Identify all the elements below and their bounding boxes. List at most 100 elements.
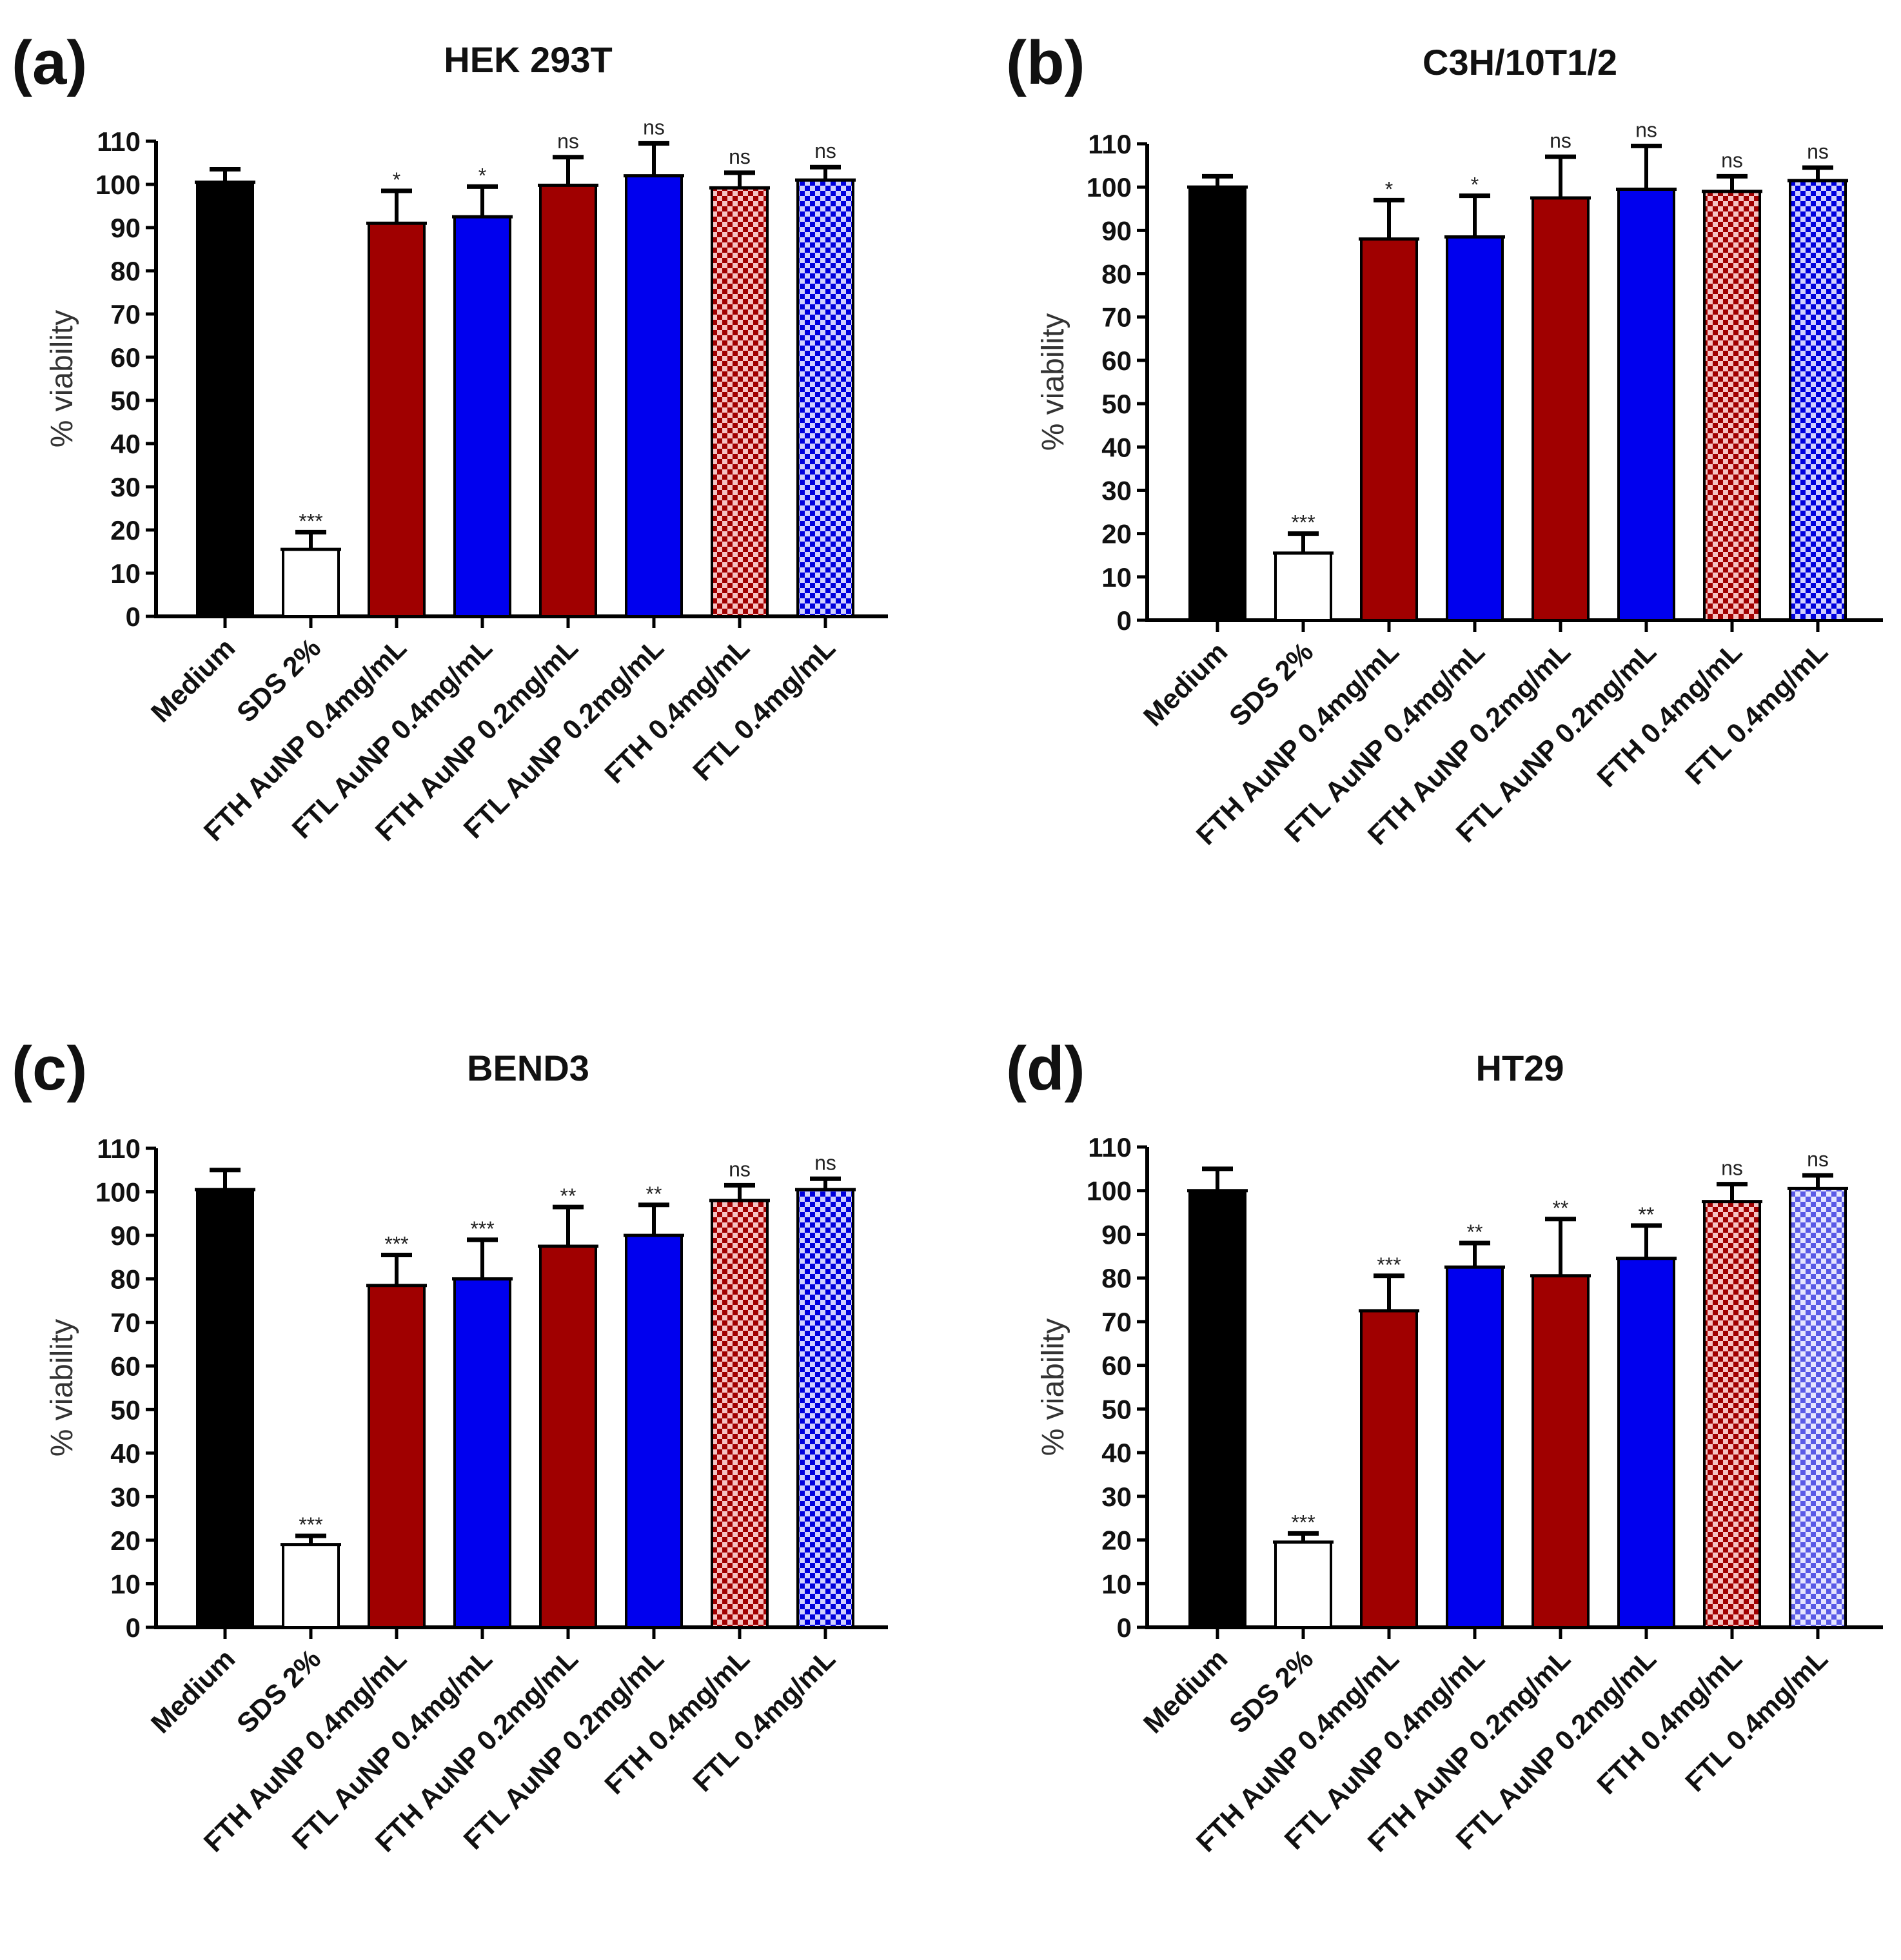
y-tick-label: 60	[1101, 346, 1132, 376]
y-tick-label: 0	[126, 602, 141, 632]
y-tick-label: 20	[110, 1525, 141, 1556]
panel-label: (d)	[1006, 1034, 1085, 1103]
y-tick-label: 30	[110, 1482, 141, 1512]
bar	[1532, 1274, 1590, 1629]
bar	[1789, 1187, 1847, 1629]
x-category-label: Medium	[1138, 636, 1234, 732]
chart-title: HEK 293T	[444, 39, 612, 80]
bar	[1188, 186, 1246, 622]
bar	[1617, 1257, 1675, 1629]
y-tick-label: 40	[1101, 432, 1132, 462]
bar	[625, 174, 683, 618]
significance-label: **	[560, 1184, 576, 1208]
significance-label: *	[1471, 173, 1479, 197]
y-axis-label: % viability	[1036, 313, 1070, 451]
y-tick-label: 20	[1101, 519, 1132, 549]
y-axis-label: % viability	[1036, 1318, 1070, 1456]
bar	[282, 1543, 340, 1629]
x-category-label: FTH 0.4mg/mL	[599, 632, 756, 789]
significance-label: **	[1467, 1220, 1483, 1244]
significance-label: **	[1639, 1203, 1655, 1226]
y-tick-label: 30	[1101, 475, 1132, 505]
y-tick-label: 60	[1101, 1351, 1132, 1381]
x-category-label: Medium	[145, 632, 241, 729]
significance-label: ns	[1635, 118, 1657, 141]
significance-label: ns	[557, 130, 579, 153]
y-axis-label: % viability	[45, 1319, 79, 1456]
bar	[196, 1188, 254, 1629]
bar	[453, 215, 511, 618]
y-tick-label: 90	[110, 213, 141, 243]
significance-label: **	[1553, 1197, 1569, 1220]
bar	[368, 222, 426, 618]
bar	[796, 1188, 854, 1629]
bar	[1446, 235, 1504, 622]
significance-label: ***	[1291, 1511, 1315, 1534]
y-tick-label: 80	[1101, 259, 1132, 289]
panel-label: (c)	[12, 1034, 87, 1103]
bar	[1360, 237, 1418, 622]
significance-label: *	[1385, 177, 1393, 201]
y-tick-label: 110	[97, 126, 141, 157]
panel-label: (b)	[1006, 28, 1085, 97]
y-tick-label: 10	[1101, 1569, 1132, 1599]
significance-label: ns	[729, 1157, 751, 1181]
bar	[1703, 1200, 1761, 1629]
significance-label: ns	[1721, 148, 1743, 172]
significance-label: ns	[1550, 129, 1571, 152]
y-tick-label: 90	[110, 1220, 141, 1251]
significance-label: ***	[299, 509, 322, 533]
y-tick-label: 100	[1087, 1176, 1132, 1206]
x-category-label: FTH 0.4mg/mL	[1591, 636, 1748, 793]
x-category-label: FTH 0.4mg/mL	[599, 1643, 756, 1800]
significance-label: ns	[814, 1151, 836, 1174]
y-tick-label: 90	[1101, 215, 1132, 246]
y-tick-label: 30	[110, 472, 141, 502]
y-tick-label: 70	[1101, 1307, 1132, 1337]
significance-label: ns	[814, 139, 836, 162]
y-tick-label: 40	[110, 1438, 141, 1469]
y-tick-label: 80	[110, 256, 141, 286]
bar	[453, 1277, 511, 1629]
y-tick-label: 100	[95, 170, 141, 200]
y-tick-label: 50	[1101, 1394, 1132, 1424]
y-tick-label: 20	[1101, 1525, 1132, 1556]
bar	[539, 1244, 597, 1629]
panel-label: (a)	[12, 28, 87, 97]
significance-label: ***	[1291, 511, 1315, 534]
bar	[1274, 551, 1332, 622]
y-tick-label: 40	[110, 429, 141, 459]
y-tick-label: 0	[1117, 1612, 1132, 1643]
bar	[1446, 1266, 1504, 1629]
significance-label: ***	[470, 1217, 494, 1240]
y-tick-label: 10	[110, 1569, 141, 1599]
chart-panel-d: (d) HT29 % viability 0 10 20 30 40 50 60 70 80 90 100…	[1006, 1034, 1883, 1858]
y-tick-label: 30	[1101, 1482, 1132, 1512]
x-category-label: Medium	[145, 1643, 241, 1740]
y-tick-label: 100	[1087, 172, 1132, 202]
bar	[1617, 188, 1675, 622]
significance-label: *	[393, 168, 400, 191]
significance-label: ns	[729, 145, 751, 168]
significance-label: ***	[1377, 1253, 1401, 1277]
x-category-label: FTH 0.4mg/mL	[1591, 1643, 1748, 1800]
bar	[711, 186, 769, 618]
bar	[196, 181, 254, 618]
y-tick-label: 80	[110, 1264, 141, 1295]
bar	[711, 1199, 769, 1629]
y-tick-label: 50	[110, 386, 141, 416]
chart-title: BEND3	[467, 1048, 589, 1088]
chart-panel-a: (a) HEK 293T % viability 0 10 20 30 40 50 60 70 80 9…	[12, 28, 888, 847]
y-tick-label: 100	[95, 1177, 141, 1208]
bar	[539, 184, 597, 618]
significance-label: ns	[1807, 1148, 1829, 1171]
y-tick-label: 90	[1101, 1219, 1132, 1250]
y-tick-label: 0	[1117, 605, 1132, 636]
y-tick-label: 10	[110, 558, 141, 589]
bar	[1532, 196, 1590, 622]
y-axis-label: % viability	[45, 310, 79, 447]
significance-label: ns	[1807, 140, 1829, 163]
bar	[796, 179, 854, 618]
bar	[1188, 1189, 1246, 1629]
